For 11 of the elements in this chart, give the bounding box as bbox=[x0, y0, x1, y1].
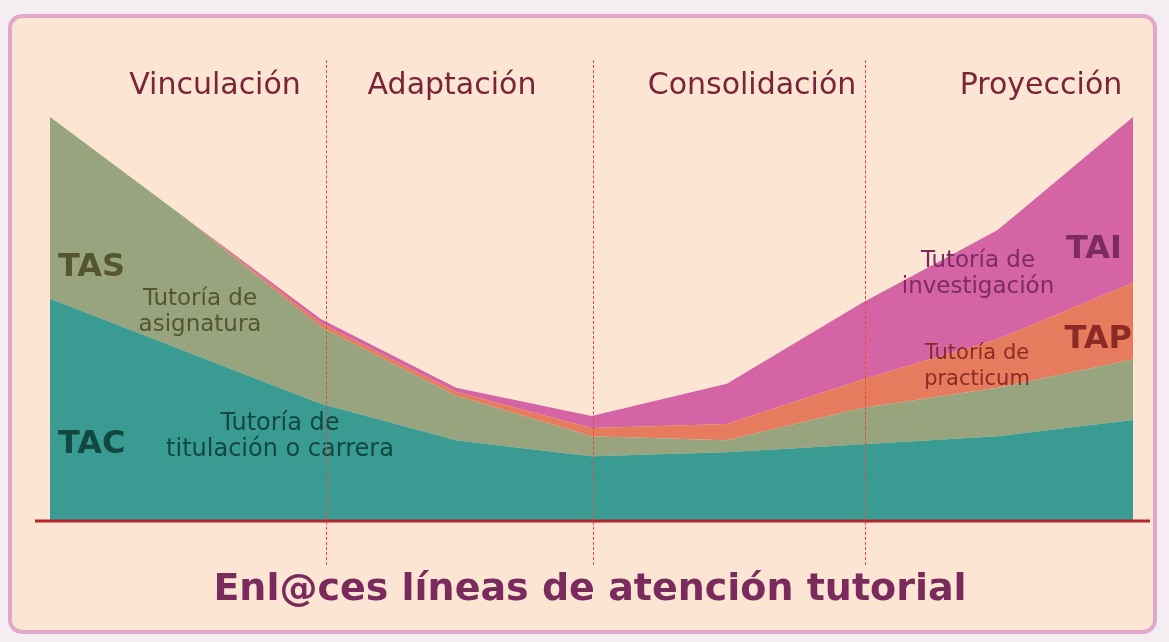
text: Vinculación bbox=[129, 65, 301, 101]
annotation: Tutoría de titulación o carrera bbox=[166, 408, 394, 463]
text: Consolidación bbox=[647, 65, 857, 101]
series-label: TAC bbox=[58, 423, 126, 462]
series-label: TAP bbox=[1064, 318, 1132, 357]
text: Enl@ces líneas de atención tutorial bbox=[213, 564, 967, 609]
text: Proyección bbox=[959, 65, 1123, 101]
annotation: Tutoría de asignatura bbox=[138, 283, 262, 336]
series-label: TAS bbox=[58, 246, 126, 285]
series-label: TAI bbox=[1065, 228, 1122, 267]
text: Adaptación bbox=[367, 65, 537, 101]
